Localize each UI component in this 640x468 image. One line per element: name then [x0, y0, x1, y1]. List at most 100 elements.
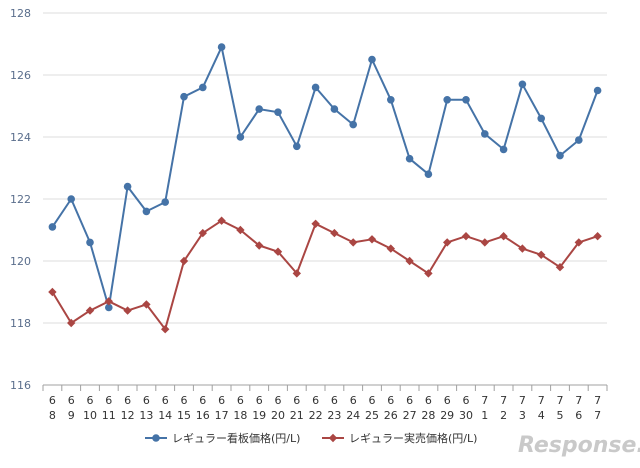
x-tick-label: 6 13 — [139, 394, 153, 422]
data-point-series-1 — [499, 145, 508, 154]
y-tick-label: 128 — [10, 7, 31, 20]
legend-marker-1 — [152, 434, 160, 442]
x-tick-label: 6 16 — [196, 394, 210, 422]
x-tick-label: 6 19 — [252, 394, 266, 422]
data-point-series-2 — [480, 238, 489, 247]
data-point-series-1 — [311, 83, 320, 92]
data-point-series-1 — [537, 114, 545, 123]
data-point-series-2 — [405, 256, 414, 266]
data-point-series-1 — [405, 154, 414, 163]
data-point-series-1 — [161, 198, 169, 206]
x-tick-label: 6 14 — [158, 394, 172, 422]
data-point-series-2 — [367, 235, 377, 244]
data-point-series-1 — [142, 207, 151, 216]
x-tick-label: 6 26 — [384, 394, 398, 422]
data-point-series-2 — [461, 232, 471, 241]
data-point-series-1 — [48, 223, 57, 231]
data-point-series-1 — [387, 96, 395, 104]
data-point-series-2 — [104, 297, 113, 306]
x-tick-label: 6 25 — [365, 394, 379, 422]
data-point-series-1 — [330, 105, 339, 113]
x-tick-label: 6 20 — [271, 394, 285, 422]
data-point-series-1 — [518, 80, 527, 89]
legend-label-1: レギュラー看板価格(円/L) — [172, 431, 300, 445]
data-point-series-2 — [142, 300, 151, 309]
data-point-series-1 — [123, 182, 132, 191]
data-point-series-1 — [575, 136, 583, 144]
axes: 116 118 120 122 124 126 128 6 8 6 9 6 10 6 11 6 12 6 13 6 14… — [10, 7, 608, 422]
x-tick-label: 6 23 — [327, 394, 341, 422]
legend-marker-2 — [328, 433, 338, 443]
data-point-series-2 — [161, 325, 170, 334]
data-point-series-2 — [292, 269, 301, 278]
data-point-series-1 — [368, 55, 376, 64]
data-point-series-1 — [593, 86, 602, 95]
data-point-series-2 — [67, 318, 76, 328]
data-point-series-2 — [443, 238, 452, 247]
y-tick-label: 120 — [10, 255, 31, 268]
legend-label-2: レギュラー実売価格(円/L) — [349, 431, 477, 445]
series-line-2 — [51, 219, 598, 331]
data-point-series-2 — [85, 306, 95, 315]
x-tick-label: 6 11 — [102, 394, 116, 422]
gridlines — [43, 12, 607, 386]
y-tick-label: 116 — [10, 379, 31, 392]
x-tick-label: 6 21 — [290, 394, 304, 422]
series-lines — [48, 43, 602, 334]
x-tick-label: 6 18 — [233, 394, 247, 422]
data-point-series-1 — [86, 238, 94, 247]
data-point-series-2 — [198, 228, 207, 238]
data-point-series-1 — [180, 92, 188, 101]
data-point-series-2 — [311, 219, 320, 228]
data-point-series-2 — [574, 238, 583, 247]
data-point-series-2 — [179, 256, 189, 266]
x-tick-label: 6 15 — [177, 394, 191, 422]
data-point-series-1 — [255, 105, 263, 113]
x-tick-label: 6 10 — [83, 394, 97, 422]
data-point-series-2 — [273, 247, 283, 256]
data-point-series-1 — [274, 108, 282, 116]
y-tick-label: 122 — [10, 193, 31, 206]
data-point-series-2 — [593, 232, 602, 241]
data-point-series-2 — [48, 287, 57, 297]
data-point-series-2 — [330, 228, 339, 238]
x-tick-label: 6 29 — [440, 394, 454, 422]
x-tick-label: 6 12 — [121, 394, 135, 422]
data-point-series-2 — [349, 238, 358, 247]
data-point-series-2 — [537, 250, 546, 259]
x-tick-label: 6 24 — [346, 394, 360, 422]
data-point-series-2 — [424, 269, 433, 278]
y-tick-label: 118 — [10, 317, 31, 330]
watermark-text: Response. — [518, 433, 640, 458]
data-point-series-1 — [217, 43, 226, 51]
data-point-series-1 — [293, 142, 301, 151]
y-tick-label: 126 — [10, 69, 31, 82]
y-tick-label: 124 — [10, 131, 31, 144]
data-point-series-2 — [518, 244, 527, 253]
data-point-series-1 — [481, 130, 489, 138]
x-tick-label: 6 28 — [421, 394, 435, 422]
data-point-series-1 — [424, 170, 433, 178]
data-point-series-2 — [555, 263, 565, 272]
x-tick-label: 6 17 — [215, 394, 229, 422]
data-point-series-1 — [443, 96, 452, 104]
data-point-series-2 — [236, 225, 245, 235]
data-point-series-1 — [199, 83, 207, 92]
data-point-series-1 — [462, 96, 470, 104]
x-tick-label: 6 27 — [403, 394, 417, 422]
legend: レギュラー看板価格(円/L) レギュラー実売価格(円/L) — [145, 431, 477, 445]
data-point-series-1 — [556, 151, 564, 160]
data-point-series-2 — [255, 241, 264, 250]
x-tick-label: 6 30 — [459, 394, 473, 422]
data-point-series-1 — [349, 120, 358, 129]
